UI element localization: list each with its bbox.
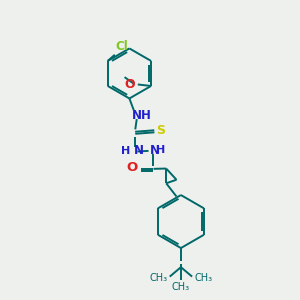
- Text: CH₃: CH₃: [194, 273, 212, 284]
- Text: H: H: [157, 145, 166, 155]
- Text: S: S: [157, 124, 166, 137]
- Text: NH: NH: [132, 109, 152, 122]
- Text: CH₃: CH₃: [149, 273, 168, 284]
- Text: Cl: Cl: [116, 40, 128, 53]
- Text: O: O: [124, 78, 135, 91]
- Text: O: O: [126, 161, 137, 175]
- Text: N: N: [150, 144, 160, 157]
- Text: H: H: [121, 146, 130, 156]
- Text: N: N: [134, 144, 144, 158]
- Text: CH₃: CH₃: [172, 283, 190, 292]
